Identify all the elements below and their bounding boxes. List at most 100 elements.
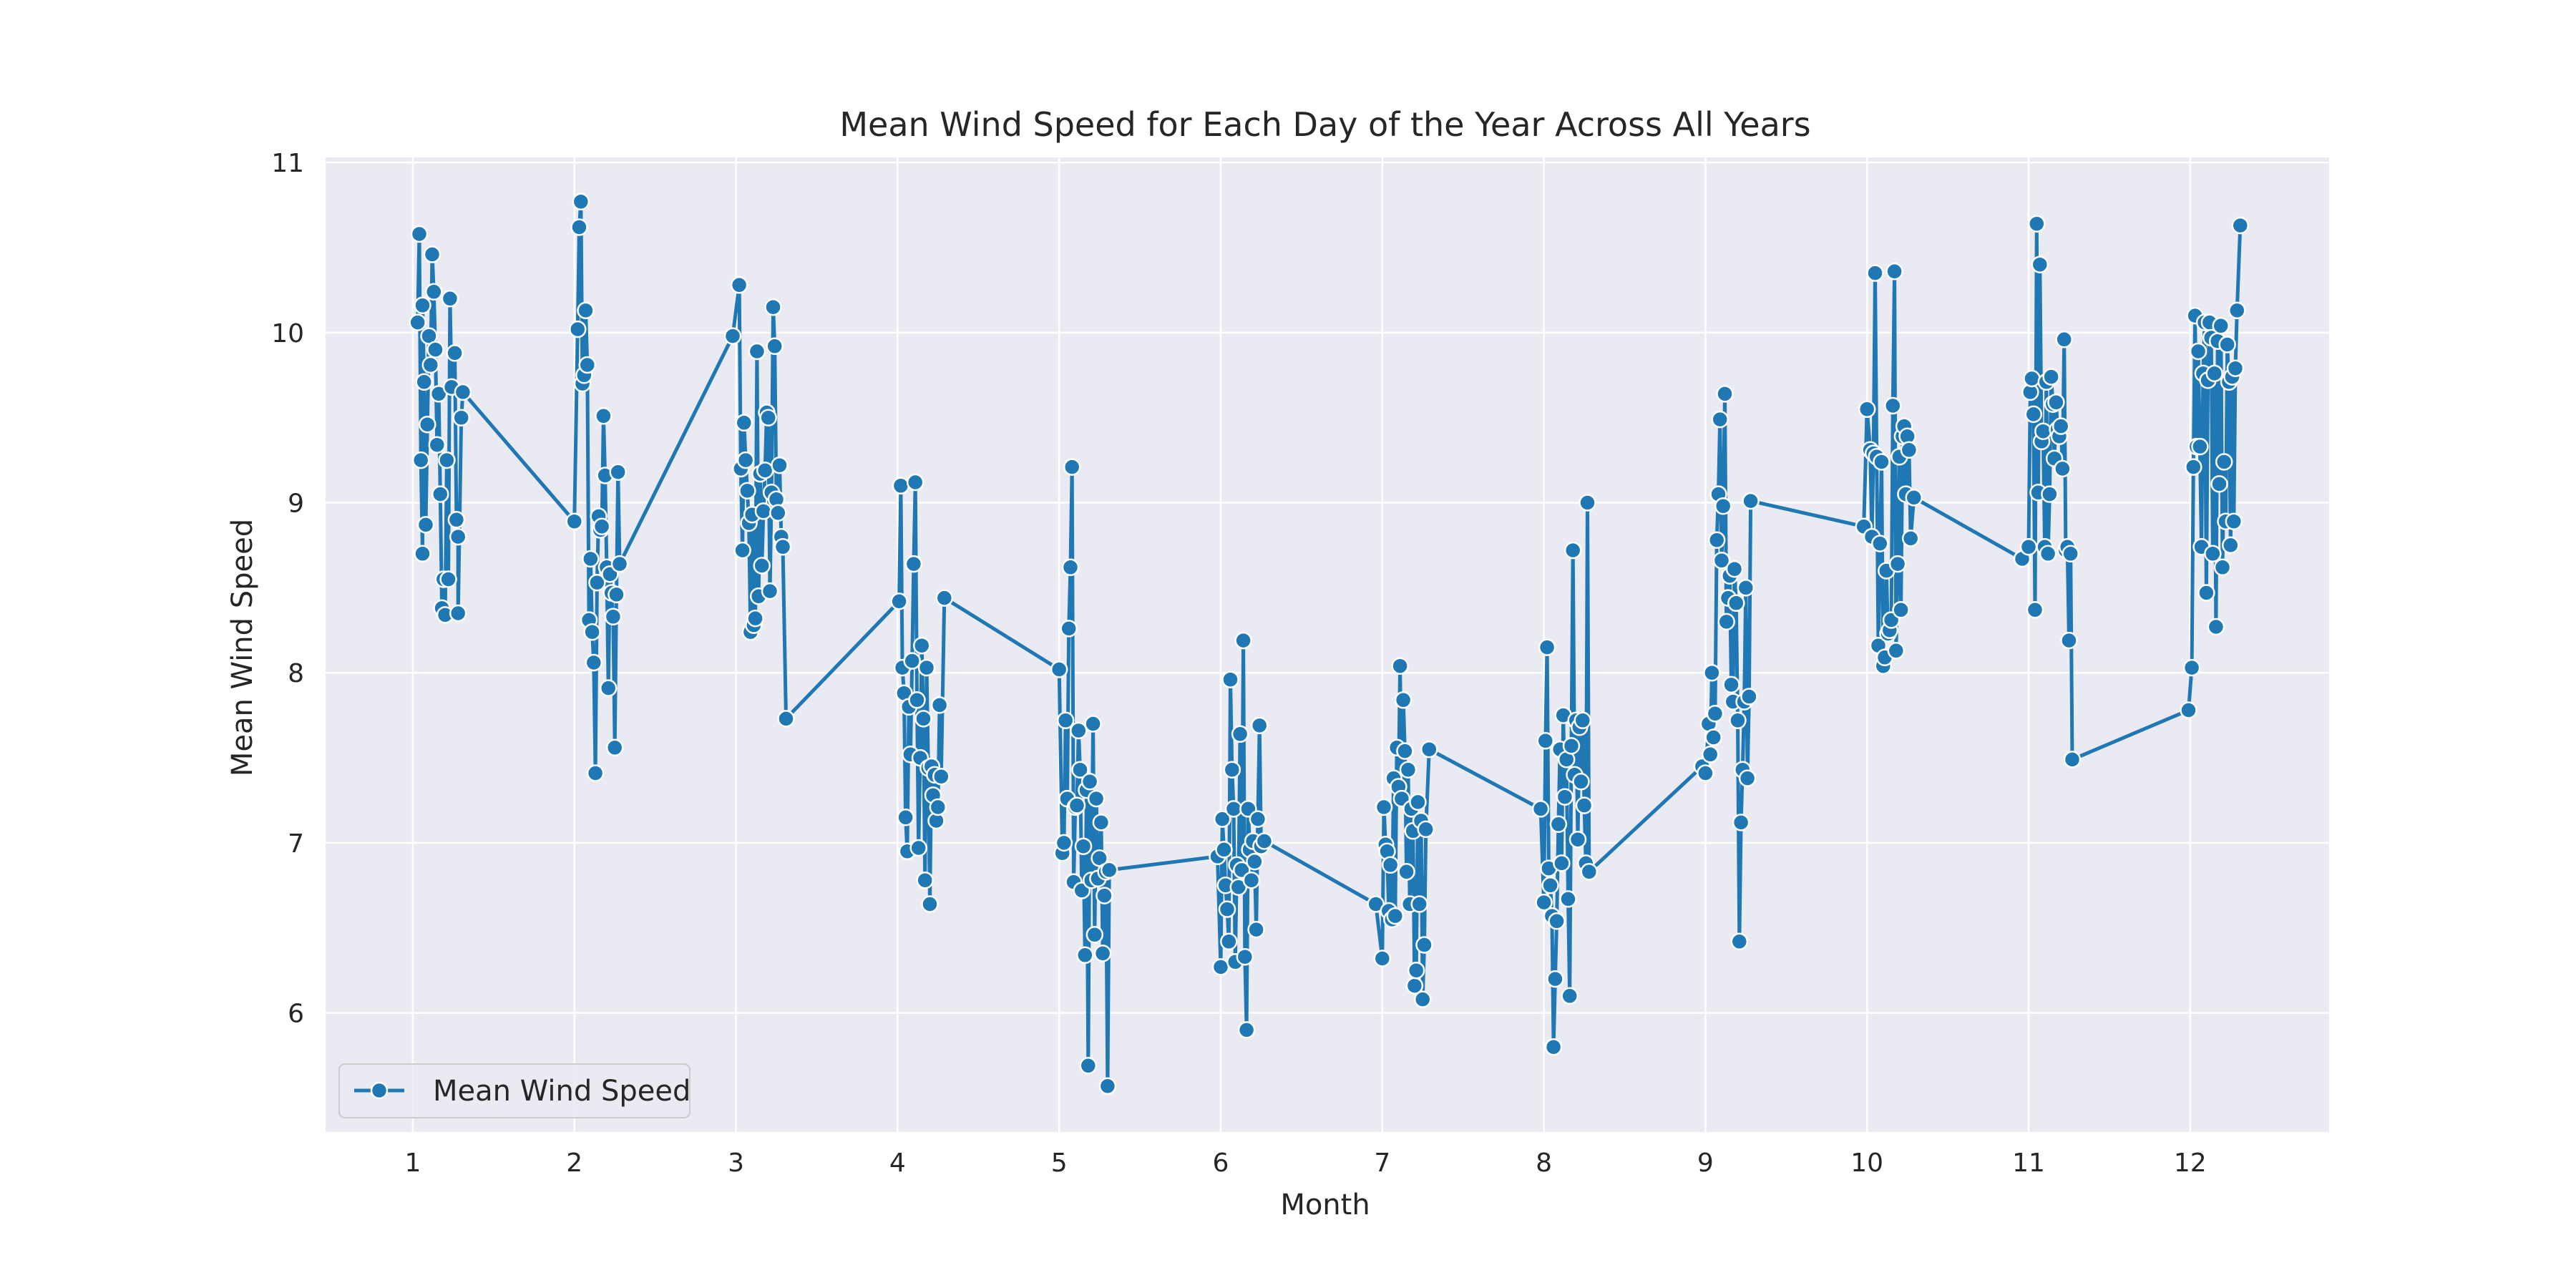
data-point-169 [1247, 920, 1265, 939]
data-point-111 [929, 798, 947, 816]
data-point-233 [1580, 863, 1599, 881]
data-point-2 [411, 451, 430, 469]
data-point-344 [2218, 336, 2236, 353]
data-point-336 [2205, 364, 2223, 383]
data-point-82 [769, 504, 787, 522]
y-tick-label-10: 10 [271, 319, 304, 348]
y-tick-label-6: 6 [288, 1000, 304, 1029]
plot-area [326, 157, 2329, 1132]
data-point-52 [604, 608, 623, 626]
data-point-235 [1697, 764, 1714, 782]
data-point-87 [890, 592, 908, 610]
x-tick-label-12: 12 [2174, 1148, 2207, 1178]
data-point-313 [2051, 417, 2070, 435]
data-point-221 [1561, 987, 1579, 1005]
data-point-264 [1858, 400, 1876, 419]
data-point-13 [428, 436, 447, 454]
data-point-76 [759, 409, 777, 426]
data-point-253 [1727, 594, 1745, 613]
data-point-331 [2197, 584, 2215, 602]
data-point-183 [1386, 907, 1405, 925]
data-point-118 [1056, 711, 1075, 730]
data-point-180 [1381, 856, 1400, 874]
legend: Mean Wind Speed [338, 1063, 691, 1118]
data-point-129 [1074, 837, 1093, 855]
data-point-74 [756, 462, 774, 479]
data-point-163 [1237, 1021, 1256, 1039]
data-point-115 [1050, 660, 1068, 678]
data-point-305 [2039, 545, 2057, 563]
data-point-190 [1397, 863, 1415, 881]
data-point-350 [2228, 301, 2246, 320]
x-tick-label-1: 1 [404, 1148, 421, 1178]
data-point-262 [1742, 492, 1760, 510]
data-point-60 [733, 541, 751, 560]
data-point-32 [572, 192, 590, 211]
data-point-147 [1211, 958, 1230, 976]
data-point-15 [431, 485, 449, 503]
y-tick-label-7: 7 [288, 829, 304, 859]
data-point-315 [2055, 331, 2073, 348]
data-point-256 [1732, 814, 1750, 831]
data-point-9 [421, 356, 440, 374]
data-point-77 [761, 582, 779, 600]
data-point-200 [1413, 990, 1432, 1008]
data-point-121 [1061, 558, 1080, 577]
data-point-170 [1249, 810, 1267, 828]
data-point-310 [2047, 394, 2065, 411]
data-point-323 [2185, 458, 2202, 476]
data-point-314 [2054, 459, 2072, 478]
data-point-35 [577, 301, 595, 320]
data-point-27 [452, 409, 470, 426]
data-point-241 [1707, 531, 1726, 550]
data-point-284 [1892, 601, 1910, 619]
data-point-86 [777, 710, 795, 728]
data-point-349 [2226, 359, 2245, 377]
data-point-188 [1394, 691, 1413, 709]
data-point-95 [903, 652, 921, 670]
data-point-259 [1737, 579, 1755, 597]
data-point-106 [921, 895, 939, 913]
data-point-281 [1887, 642, 1906, 660]
x-tick-label-9: 9 [1697, 1148, 1714, 1178]
x-tick-labels: 1 2 3 4 5 6 7 8 9 10 11 12 [404, 1148, 2206, 1178]
data-point-152 [1220, 932, 1238, 951]
data-point-38 [582, 550, 600, 568]
y-axis-label: Mean Wind Speed [226, 519, 259, 776]
data-point-21 [441, 290, 459, 308]
data-point-53 [605, 738, 624, 757]
data-point-319 [2062, 545, 2079, 563]
data-point-268 [1866, 264, 1884, 282]
y-tick-labels: 6 7 8 9 10 11 [271, 149, 304, 1028]
data-point-56 [610, 555, 629, 573]
data-point-141 [1093, 945, 1112, 962]
data-point-204 [1531, 800, 1550, 818]
data-point-189 [1396, 742, 1414, 760]
data-point-173 [1255, 832, 1274, 850]
data-point-245 [1714, 497, 1732, 515]
data-point-144 [1098, 1077, 1117, 1096]
data-point-49 [599, 679, 618, 697]
data-point-127 [1071, 761, 1089, 779]
data-point-140 [1092, 814, 1111, 831]
data-point-327 [2191, 437, 2209, 456]
data-point-216 [1553, 854, 1571, 872]
data-point-205 [1535, 893, 1553, 912]
data-point-72 [753, 557, 771, 575]
data-point-96 [904, 555, 923, 573]
data-point-307 [2042, 368, 2060, 386]
data-point-28 [454, 383, 472, 401]
data-point-252 [1725, 560, 1744, 578]
data-point-83 [771, 456, 789, 474]
data-point-337 [2207, 618, 2225, 636]
data-point-97 [906, 473, 924, 492]
data-point-5 [415, 373, 433, 391]
data-point-36 [578, 356, 597, 374]
data-point-162 [1236, 947, 1254, 966]
data-point-247 [1717, 613, 1735, 631]
data-point-226 [1568, 830, 1587, 849]
data-point-135 [1084, 715, 1102, 733]
data-point-137 [1087, 789, 1106, 808]
data-point-20 [439, 570, 457, 588]
data-point-103 [916, 871, 934, 889]
